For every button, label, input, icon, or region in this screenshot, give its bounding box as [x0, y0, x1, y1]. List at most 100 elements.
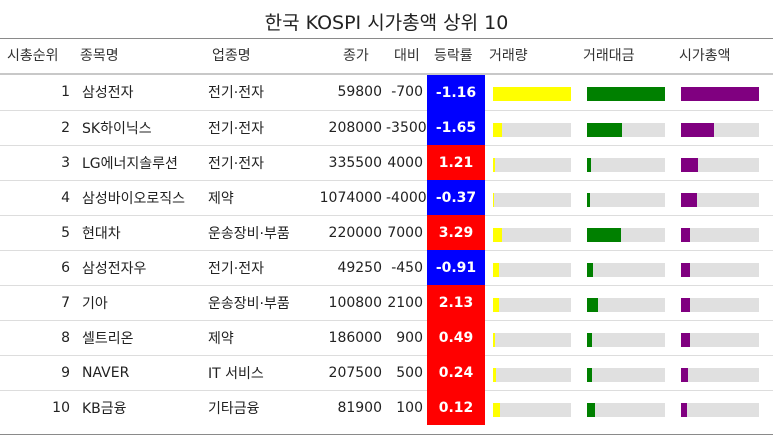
volume-bar	[493, 402, 500, 417]
market-cap-bar	[681, 122, 714, 137]
change-cell: -700	[386, 75, 427, 111]
trade-value-bar	[587, 262, 593, 277]
header-rate: 등락률	[434, 48, 473, 64]
trade-value-track	[587, 87, 665, 101]
header-sector: 업종명	[212, 48, 251, 64]
volume-cell	[485, 215, 579, 251]
market-cap-bar	[681, 332, 690, 347]
sector-cell: IT 서비스	[208, 355, 313, 391]
change-cell: 2100	[386, 285, 427, 321]
trade-value-bar	[587, 297, 598, 312]
trade-value-track	[587, 297, 665, 312]
table-row: 3 LG에너지솔루션 전기·전자 335500 4000 1.21	[0, 145, 773, 181]
rate-cell: -0.91	[427, 250, 485, 285]
rate-cell: -1.16	[427, 75, 485, 110]
volume-cell	[485, 110, 579, 146]
rank-cell: 4	[0, 180, 78, 216]
trade-value-cell	[579, 250, 673, 286]
market-cap-track	[681, 367, 759, 382]
change-cell: 100	[396, 399, 423, 416]
volume-bar	[493, 87, 571, 101]
sector-cell: 운송장비·부품	[208, 215, 313, 251]
top-rule	[0, 38, 773, 39]
trade-value-track	[587, 367, 665, 382]
rank-cell: 2	[0, 110, 78, 146]
market-cap-track	[681, 157, 759, 172]
sector-cell: 운송장비·부품	[208, 285, 313, 321]
stock-name-cell: KB금융	[82, 400, 127, 417]
change-cell: -4000	[386, 180, 427, 216]
volume-bar	[493, 157, 495, 172]
change-cell: 500	[386, 355, 427, 391]
trade-value-track	[587, 402, 665, 417]
market-cap-bar	[681, 402, 687, 417]
table-row: 1 삼성전자 전기·전자 59800 -700 -1.16	[0, 75, 773, 111]
volume-cell	[485, 250, 579, 286]
stock-name-cell: 셀트리온	[78, 320, 208, 356]
rate-cell: 3.29	[427, 215, 485, 250]
table-row: 4 삼성바이오로직스 제약 1074000 -4000 -0.37	[0, 180, 773, 216]
stock-name-cell: 삼성전자	[78, 75, 208, 111]
trade-value-track	[587, 262, 665, 277]
trade-value-cell	[579, 390, 673, 425]
trade-value-bar	[587, 332, 592, 347]
header-volume: 거래량	[489, 48, 528, 64]
market-cap-track	[681, 192, 759, 207]
market-cap-cell	[673, 390, 773, 425]
sector-cell: 전기·전자	[208, 145, 313, 181]
volume-cell	[485, 390, 579, 425]
market-cap-cell	[673, 320, 773, 356]
trade-value-cell	[579, 320, 673, 356]
market-cap-cell	[673, 180, 773, 216]
volume-bar	[493, 122, 502, 137]
volume-cell	[485, 285, 579, 321]
market-cap-track	[681, 262, 759, 277]
table-row: 6 삼성전자우 전기·전자 49250 -450 -0.91	[0, 250, 773, 286]
volume-track	[493, 297, 571, 312]
market-cap-bar	[681, 227, 690, 242]
chart-title: 한국 KOSPI 시가총액 상위 10	[264, 12, 509, 34]
market-cap-cell	[673, 145, 773, 181]
market-cap-cell	[673, 75, 773, 111]
rank-cell: 5	[0, 215, 78, 251]
stock-name-cell: 삼성바이오로직스	[78, 180, 208, 216]
sector-cell: 전기·전자	[208, 110, 313, 146]
sector-cell: 제약	[208, 320, 313, 356]
stock-name-cell: LG에너지솔루션	[78, 145, 208, 181]
rate-cell: -0.37	[427, 180, 485, 215]
close-price-cell: 100800	[313, 285, 386, 321]
change-cell: -450	[386, 250, 427, 286]
volume-bar	[493, 227, 502, 242]
market-cap-track	[681, 402, 759, 417]
market-cap-track	[681, 332, 759, 347]
market-cap-cell	[673, 355, 773, 391]
volume-bar	[493, 297, 499, 312]
market-cap-track	[681, 122, 759, 137]
close-price-cell: 49250	[313, 250, 386, 286]
market-cap-cell	[673, 215, 773, 251]
volume-track	[493, 262, 571, 277]
market-cap-bar	[681, 297, 690, 312]
market-cap-cell	[673, 110, 773, 146]
rank-cell: 9	[0, 355, 78, 391]
trade-value-track	[587, 157, 665, 172]
close-price-cell: 207500	[313, 355, 386, 391]
rate-cell: -1.65	[427, 110, 485, 145]
rank-cell: 3	[0, 145, 78, 181]
trade-value-cell	[579, 355, 673, 391]
trade-value-bar	[587, 87, 665, 101]
header-name: 종목명	[80, 48, 119, 64]
close-price-cell: 220000	[313, 215, 386, 251]
sector-cell: 전기·전자	[208, 250, 313, 286]
table-row: 10 KB금융 기타금융 81900 100 0.12	[0, 390, 773, 425]
volume-track	[493, 192, 571, 207]
rank-cell: 10	[52, 399, 70, 416]
table-row: 7 기아 운송장비·부품 100800 2100 2.13	[0, 285, 773, 321]
volume-track	[493, 122, 571, 137]
trade-value-track	[587, 122, 665, 137]
market-cap-cell	[673, 250, 773, 286]
volume-track	[493, 332, 571, 347]
stock-name-cell: NAVER	[78, 355, 208, 391]
trade-value-cell	[579, 215, 673, 251]
volume-track	[493, 87, 571, 101]
